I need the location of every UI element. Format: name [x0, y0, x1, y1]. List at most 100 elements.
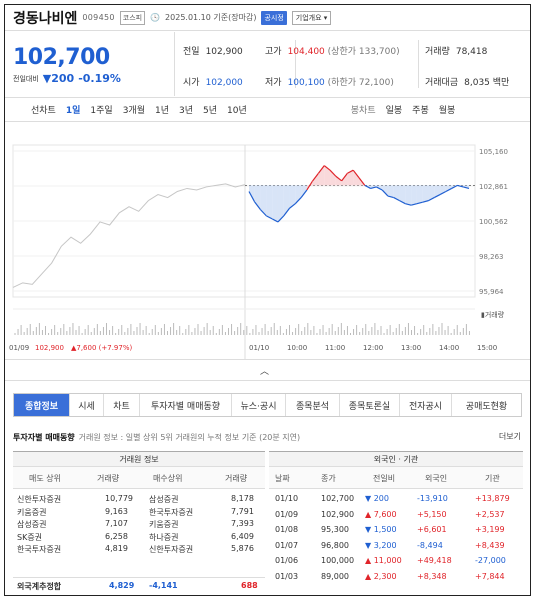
chevron-up-icon[interactable]: ︿ — [260, 367, 270, 377]
tab-daily-candle[interactable]: 일봉 — [385, 106, 403, 116]
tab-investor-trend[interactable]: 투자자별 매매동향 — [140, 394, 232, 416]
broker-sell-name[interactable]: 삼성증권 — [17, 520, 47, 529]
row-change: ▲ 7,600 — [365, 509, 397, 519]
stock-name[interactable]: 경동나비엔 — [13, 10, 78, 27]
tab-period-3m[interactable]: 3개월 — [122, 106, 145, 116]
tab-short-selling[interactable]: 공매도현황 — [465, 401, 508, 412]
broker-buy-name[interactable]: 신한투자증권 — [149, 545, 194, 554]
broker-buy-name[interactable]: 삼성증권 — [149, 495, 179, 504]
series-line-segment — [341, 172, 348, 182]
tab-chart[interactable]: 차트 — [104, 394, 140, 416]
tab-period-5y[interactable]: 5년 — [203, 106, 218, 116]
series-line-segment — [289, 203, 296, 209]
y-tick-label: 95,964 — [479, 288, 504, 296]
series-line-segment — [254, 201, 262, 211]
series-line-segment — [312, 172, 319, 182]
row-close: 89,000 — [321, 571, 349, 581]
broker-buy-volume: 7,791 — [231, 506, 254, 516]
broker-buy-name[interactable]: 키움증권 — [149, 520, 179, 529]
series-line-segment — [329, 169, 337, 177]
broker-col-buy: 매수상위 — [153, 474, 183, 483]
series-line-segment — [387, 195, 394, 199]
series-area-segment — [324, 165, 331, 186]
broker-table: 거래원 정보 매도 상위 거래량 매수상위 거래량 신한투자증권 10,779 삼성… — [13, 451, 265, 595]
row-date: 01/07 — [275, 540, 299, 550]
tab-candle-chart[interactable]: 봉차트 — [350, 106, 376, 116]
row-foreign: +6,601 — [417, 525, 447, 534]
x-tick-label: 11:00 — [325, 344, 345, 352]
tab-period-1d[interactable]: 1일 — [65, 106, 81, 116]
series-area-segment — [283, 185, 290, 216]
series-area-segment — [318, 165, 325, 186]
y-tick-label: 102,861 — [479, 183, 508, 191]
series-line-segment — [393, 197, 400, 202]
series-area-segment — [335, 176, 342, 186]
series-line-segment — [347, 169, 354, 174]
series-area-segment — [277, 185, 284, 222]
high-label: 고가 — [265, 47, 282, 57]
tab-discussion[interactable]: 종목토론실 — [340, 394, 400, 416]
tab-monthly-candle[interactable]: 월봉 — [438, 106, 456, 116]
series-line-segment — [381, 189, 389, 197]
y-tick-label: 105,160 — [479, 148, 508, 156]
tab-quote[interactable]: 시세 — [70, 394, 104, 416]
row-close: 96,800 — [321, 540, 349, 550]
series-line-segment — [335, 175, 343, 182]
series-area-segment — [301, 185, 307, 198]
tab-news[interactable]: 뉴스·공시 — [232, 394, 286, 416]
series-area-segment — [434, 185, 441, 198]
foreign-col-foreign: 외국인 — [425, 474, 448, 483]
series-line-segment — [405, 203, 412, 206]
tab-line-chart[interactable]: 선차트 — [31, 106, 56, 116]
row-institution: -27,000 — [475, 556, 506, 565]
row-date: 01/06 — [275, 556, 299, 565]
change-percent: -0.19% — [78, 72, 121, 85]
broker-sell-volume: 9,163 — [105, 506, 128, 516]
tab-period-1y[interactable]: 1년 — [154, 106, 169, 116]
company-overview-dropdown[interactable]: 기업개요 ▾ — [291, 10, 332, 25]
series-area-segment — [347, 170, 354, 186]
series-area-segment — [312, 173, 319, 186]
x-tick-label: 13:00 — [401, 344, 421, 352]
broker-buy-name[interactable]: 한국투자증권 — [149, 507, 194, 517]
summary-label: 외국계추정합 — [17, 582, 62, 591]
x-tick-label: 15:00 — [477, 344, 497, 352]
series-line-segment — [463, 186, 470, 190]
disclosure-button[interactable]: 공시정 — [261, 10, 287, 25]
series-area-segment — [260, 185, 267, 216]
tab-period-3y[interactable]: 3년 — [179, 106, 194, 116]
series-line-segment — [358, 177, 366, 186]
tab-summary[interactable]: 종합정보 — [14, 394, 70, 416]
foreign-col-institution: 기관 — [485, 474, 500, 483]
series-line-segment — [283, 207, 291, 217]
series-line-segment — [428, 197, 435, 202]
row-date: 01/09 — [275, 509, 299, 519]
broker-col-sell: 매도 상위 — [29, 474, 61, 483]
more-link[interactable]: 더보기 — [498, 432, 521, 441]
series-line-segment — [410, 203, 418, 206]
tab-analysis[interactable]: 종목분석 — [286, 394, 340, 416]
series-line-segment — [376, 186, 383, 191]
section-nav-tabs: 종합정보 시세 차트 투자자별 매매동향 뉴스·공시 종목분석 종목토론실 전자… — [13, 393, 522, 417]
broker-sell-name[interactable]: 신한투자증권 — [17, 495, 62, 504]
stock-widget: 경동나비엔 009450 코스피 🕓 2025.01.10 기준(장마감) 공시… — [4, 4, 531, 596]
row-institution: +7,844 — [475, 571, 505, 581]
stock-header: 경동나비엔 009450 코스피 🕓 2025.01.10 기준(장마감) 공시… — [5, 5, 530, 31]
tab-period-1w[interactable]: 1주일 — [90, 106, 113, 116]
tab-weekly-candle[interactable]: 주봉 — [412, 106, 429, 116]
broker-sell-name[interactable]: SK증권 — [17, 532, 43, 542]
series-line-segment — [364, 184, 371, 189]
series-area-segment — [289, 185, 296, 209]
row-change: ▼ 3,200 — [365, 540, 397, 550]
section-title: 투자자별 매매동향 — [13, 432, 75, 442]
series-area-segment — [382, 185, 388, 197]
broker-sell-name[interactable]: 한국투자증권 — [17, 545, 62, 554]
broker-table-row: 키움증권 9,163 한국투자증권 7,791 — [13, 506, 265, 519]
chart-collapse-bar[interactable]: ︿ — [5, 359, 530, 381]
broker-buy-name[interactable]: 하나증권 — [149, 532, 179, 542]
row-change: ▼ 1,500 — [365, 525, 397, 534]
tab-period-10y[interactable]: 10년 — [227, 106, 247, 116]
tab-e-disclosure[interactable]: 전자공시 — [400, 394, 452, 416]
low-label: 저가 — [265, 78, 282, 88]
broker-sell-name[interactable]: 키움증권 — [17, 507, 47, 517]
